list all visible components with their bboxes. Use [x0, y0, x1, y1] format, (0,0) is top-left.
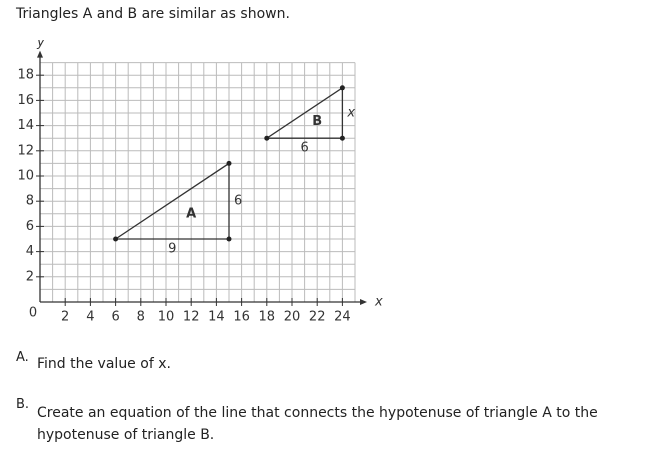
y-tick-label: 14: [17, 118, 34, 133]
vertex: [226, 236, 232, 242]
y-tick-label: 10: [17, 169, 34, 184]
x-tick-label: 14: [208, 310, 225, 325]
triangle-name: B: [312, 114, 322, 129]
x-axis-label: x: [374, 295, 383, 310]
x-tick-label: 10: [158, 310, 175, 325]
question-letter: A.: [16, 350, 29, 365]
x-tick-label: 4: [86, 310, 94, 325]
y-tick-label: 4: [26, 244, 34, 259]
vertex: [264, 135, 270, 141]
question-letter: B.: [16, 397, 30, 412]
origin-label: 0: [29, 306, 37, 321]
triangle: [113, 162, 230, 240]
x-tick-label: 8: [137, 310, 145, 325]
y-tick-label: 18: [17, 68, 34, 83]
figure: xy0 2 4 6 8 10 12 14 16 18 20 22 2424681012141618A96…: [17, 40, 383, 325]
vertex: [339, 135, 345, 141]
x-tick-label: 16: [233, 310, 250, 325]
x-tick-label: 24: [334, 310, 351, 325]
height-label: 6: [234, 194, 242, 209]
height-label: x: [346, 106, 355, 121]
y-tick-label: 8: [26, 194, 34, 209]
base-label: 6: [300, 141, 308, 156]
base-label: 9: [168, 242, 176, 257]
x-tick-label: 12: [183, 310, 200, 325]
x-tick-label: 2: [61, 310, 69, 325]
y-tick-label: 2: [26, 269, 34, 284]
vertex: [113, 236, 119, 242]
y-axis-label: y: [36, 40, 45, 50]
x-tick-label: 6: [111, 310, 119, 325]
x-tick-label: 20: [284, 310, 301, 325]
intro: Triangles A and B are similar as shown.: [16, 6, 290, 22]
triangle: [264, 86, 344, 139]
x-arrow: [360, 299, 367, 305]
x-tick-label: 18: [259, 310, 276, 325]
y-arrow: [37, 50, 43, 58]
question-text: Create an equation of the line that conn…: [37, 405, 598, 443]
y-tick-label: 12: [17, 143, 34, 158]
vertex: [226, 160, 232, 166]
x-tick-label: 22: [309, 310, 326, 325]
triangle-name: A: [186, 206, 196, 221]
vertex: [339, 85, 345, 91]
y-tick-label: 6: [26, 219, 34, 234]
y-tick-label: 16: [17, 93, 34, 108]
question-text: Find the value of x.: [37, 356, 171, 372]
